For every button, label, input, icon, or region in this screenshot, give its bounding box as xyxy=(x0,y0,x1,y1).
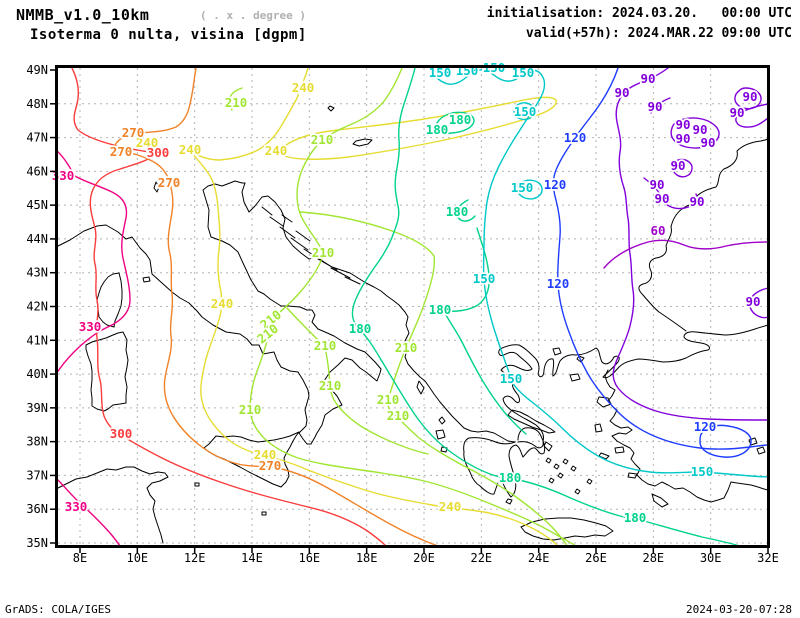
contour-label-90: 90 xyxy=(675,117,690,132)
contour-label-240: 240 xyxy=(265,143,288,158)
title-units-note: ( . x . degree ) xyxy=(200,9,306,22)
contour-label-210: 210 xyxy=(395,340,418,355)
y-tick-label: 36N xyxy=(26,502,48,516)
contour-label-90: 90 xyxy=(729,105,744,120)
y-tick-label: 46N xyxy=(26,164,48,178)
contour-label-150: 150 xyxy=(514,104,537,119)
contour-label-240: 240 xyxy=(136,135,159,150)
x-tick-label: 14E xyxy=(241,551,263,565)
contour-label-210: 210 xyxy=(239,402,262,417)
contour-label-90: 90 xyxy=(745,294,760,309)
y-tick-label: 44N xyxy=(26,232,48,246)
contour-label-210: 210 xyxy=(312,245,335,260)
creation-timestamp: 2024-03-20-07:28 xyxy=(686,603,792,616)
contour-label-300: 300 xyxy=(147,145,170,160)
y-tick-label: 40N xyxy=(26,367,48,381)
contour-label-330: 330 xyxy=(65,499,88,514)
contour-label-210: 210 xyxy=(387,408,410,423)
contour-label-90: 90 xyxy=(647,99,662,114)
contour-label-210: 210 xyxy=(225,95,248,110)
contour-label-240: 240 xyxy=(254,447,277,462)
contour-label-270: 270 xyxy=(158,175,181,190)
x-tick-label: 20E xyxy=(413,551,435,565)
contour-label-330: 330 xyxy=(79,319,102,334)
y-tick-label: 48N xyxy=(26,97,48,111)
contour-label-300: 300 xyxy=(110,426,133,441)
contour-label-150: 150 xyxy=(473,271,496,286)
y-tick-label: 45N xyxy=(26,198,48,212)
contour-label-120: 120 xyxy=(547,276,570,291)
x-tick-label: 30E xyxy=(700,551,722,565)
y-tick-label: 35N xyxy=(26,536,48,550)
y-tick-label: 37N xyxy=(26,468,48,482)
contour-label-90: 90 xyxy=(742,89,757,104)
contour-label-210: 210 xyxy=(314,338,337,353)
contour-label-240: 240 xyxy=(211,296,234,311)
contour-label-90: 90 xyxy=(692,122,707,137)
contour-label-180: 180 xyxy=(349,321,372,336)
y-tick-label: 41N xyxy=(26,333,48,347)
contour-label-180: 180 xyxy=(446,204,469,219)
contour-label-180: 180 xyxy=(426,122,449,137)
coastlines xyxy=(55,105,769,544)
contour-label-120: 120 xyxy=(694,419,717,434)
contour-label-270: 270 xyxy=(110,144,133,159)
contour-label-90: 90 xyxy=(649,177,664,192)
contour-label-90: 90 xyxy=(670,158,685,173)
x-tick-label: 22E xyxy=(470,551,492,565)
contour-label-240: 240 xyxy=(179,142,202,157)
contour-label-180: 180 xyxy=(449,112,472,127)
contour-label-150: 150 xyxy=(511,180,534,195)
contour-label-210: 210 xyxy=(319,378,342,393)
contour-label-150: 150 xyxy=(691,464,714,479)
contour-label-120: 120 xyxy=(544,177,567,192)
contour-label-60: 60 xyxy=(650,223,665,238)
page-title: NMMB_v1.0_10km xyxy=(16,6,150,24)
contour-label-240: 240 xyxy=(439,499,462,514)
y-tick-label: 42N xyxy=(26,300,48,314)
contour-label-90: 90 xyxy=(614,85,629,100)
contour-label-210: 210 xyxy=(254,321,281,347)
contour-label-180: 180 xyxy=(624,510,647,525)
x-tick-label: 24E xyxy=(528,551,550,565)
contour-label-210: 210 xyxy=(311,132,334,147)
x-tick-label: 8E xyxy=(73,551,87,565)
page-subtitle: Isoterma 0 nulta, visina [dgpm] xyxy=(30,27,307,43)
map-frame xyxy=(55,65,770,548)
y-tick-label: 43N xyxy=(26,266,48,280)
contour-label-180: 180 xyxy=(429,302,452,317)
y-tick-label: 38N xyxy=(26,435,48,449)
x-tick-label: 12E xyxy=(184,551,206,565)
axis-tick-labels: 8E 10E 12E 14E 16E 18E 20E 22E 24E 26E 28E 30E 32E 49… xyxy=(26,63,779,565)
x-tick-label: 28E xyxy=(642,551,664,565)
contour-lines xyxy=(55,67,769,547)
x-tick-label: 32E xyxy=(757,551,779,565)
y-tick-label: 47N xyxy=(26,131,48,145)
contour-label-90: 90 xyxy=(675,131,690,146)
contour-label-90: 90 xyxy=(640,71,655,86)
contour-label-90: 90 xyxy=(654,191,669,206)
x-tick-label: 10E xyxy=(126,551,148,565)
contour-label-180: 180 xyxy=(499,470,522,485)
contour-label-120: 120 xyxy=(564,130,587,145)
contour-label-210: 210 xyxy=(377,392,400,407)
grads-credit: GrADS: COLA/IGES xyxy=(5,603,111,616)
lat-lon-grid xyxy=(58,68,767,545)
contour-label-270: 270 xyxy=(122,125,145,140)
x-tick-label: 16E xyxy=(298,551,320,565)
initialisation-time: initialisation: 2024.03.20. 00:00 UTC xyxy=(486,6,792,21)
contour-label-90: 90 xyxy=(689,194,704,209)
valid-time: valid(+57h): 2024.MAR.22 09:00 UTC xyxy=(525,26,792,41)
x-tick-label: 26E xyxy=(585,551,607,565)
contour-label-240: 240 xyxy=(292,80,315,95)
y-tick-label: 39N xyxy=(26,401,48,415)
x-tick-label: 18E xyxy=(356,551,378,565)
contour-label-90: 90 xyxy=(700,135,715,150)
y-tick-label: 49N xyxy=(26,63,48,77)
contour-label-150: 150 xyxy=(500,371,523,386)
contour-label-270: 270 xyxy=(259,458,282,473)
